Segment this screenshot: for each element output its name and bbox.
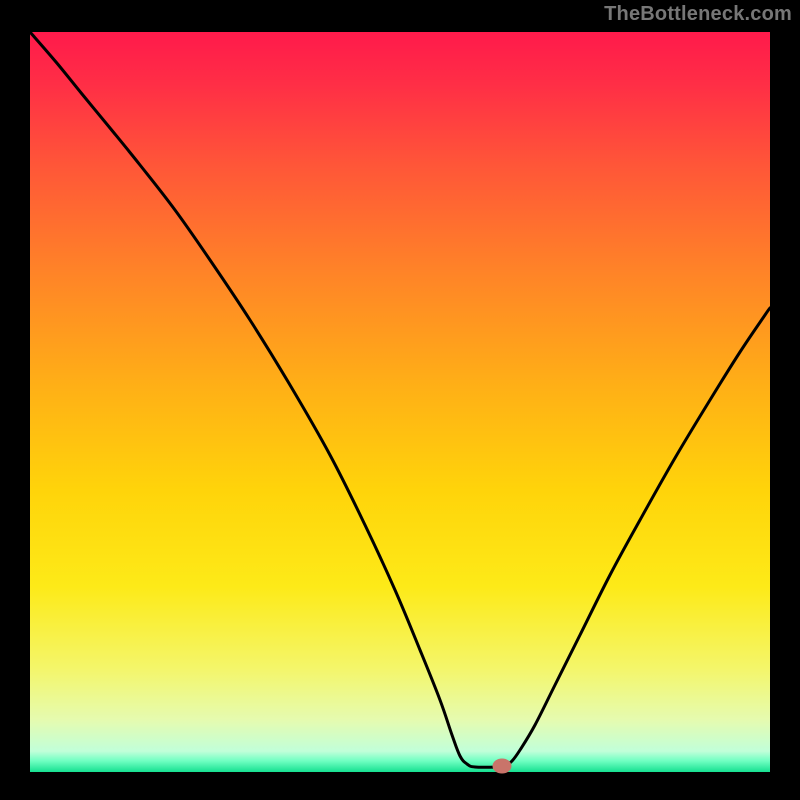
watermark-text: TheBottleneck.com bbox=[604, 3, 792, 26]
plot-gradient-area bbox=[30, 32, 770, 772]
chart-container: TheBottleneck.com bbox=[0, 0, 800, 800]
